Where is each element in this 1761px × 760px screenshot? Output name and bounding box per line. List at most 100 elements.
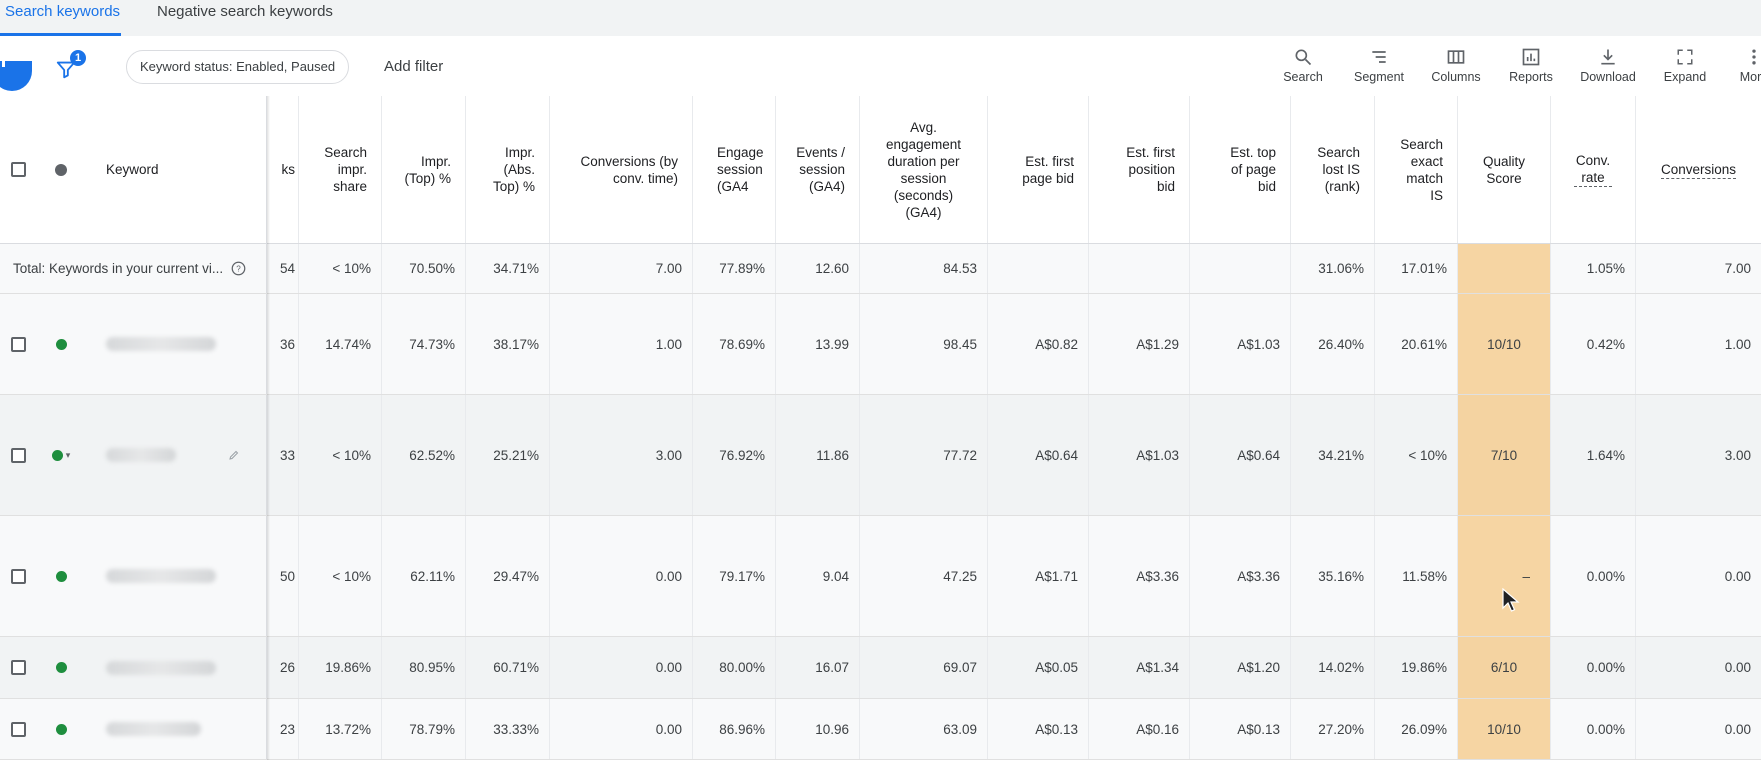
total-est-first-position-bid <box>1089 244 1190 293</box>
columns-tool-button[interactable]: Columns <box>1416 44 1496 84</box>
reports-icon <box>1522 48 1540 66</box>
status-dropdown-icon[interactable]: ▾ <box>65 449 71 460</box>
row-status[interactable] <box>36 516 86 636</box>
row-impr-top: 74.73% <box>382 294 466 394</box>
tab-bar: Search keywords Negative search keywords <box>0 0 1761 36</box>
row-checkbox[interactable] <box>10 660 26 675</box>
row-avg-engagement: 69.07 <box>860 637 988 698</box>
svg-text:?: ? <box>236 265 241 274</box>
table-row[interactable]: 50 < 10% 62.11% 29.47% 0.00 79.17% 9.04 … <box>0 516 1761 637</box>
header-est-first-position-bid[interactable]: Est. first position bid <box>1089 96 1190 243</box>
row-checkbox-cell[interactable] <box>0 699 36 759</box>
row-keyword[interactable] <box>86 395 267 515</box>
row-keyword[interactable] <box>86 516 267 636</box>
tab-search-keywords[interactable]: Search keywords <box>0 0 121 36</box>
row-checkbox[interactable] <box>10 336 26 352</box>
select-all-checkbox[interactable] <box>10 162 26 177</box>
table-row[interactable]: 36 14.74% 74.73% 38.17% 1.00 78.69% 13.9… <box>0 294 1761 395</box>
status-header[interactable] <box>36 96 86 243</box>
header-est-top-of-page-bid[interactable]: Est. top of page bid <box>1190 96 1291 243</box>
header-est-first-position-bid-label: Est. first position bid <box>1126 145 1175 194</box>
row-search-impr-share: < 10% <box>299 395 382 515</box>
header-impr-top[interactable]: Impr. (Top) % <box>382 96 466 243</box>
row-checkbox-cell[interactable] <box>0 294 36 394</box>
header-search-lost-is-rank[interactable]: Search lost IS (rank) <box>1291 96 1375 243</box>
header-avg-engagement[interactable]: Avg. engagement duration per session (se… <box>860 96 988 243</box>
row-checkbox[interactable] <box>10 721 26 737</box>
row-est-first-position-bid: A$3.36 <box>1089 516 1190 636</box>
header-conv-rate[interactable]: Conv. rate <box>1551 96 1636 243</box>
row-conversions: 1.00 <box>1724 336 1751 352</box>
total-label-cell: Total: Keywords in your current vi... ? <box>0 244 267 293</box>
total-search-lost-is-rank: 31.06% <box>1291 244 1375 293</box>
row-avg-engagement: 98.45 <box>860 294 988 394</box>
reports-tool-button[interactable]: Reports <box>1491 44 1571 84</box>
header-search-exact-match-is[interactable]: Search exact match IS <box>1375 96 1458 243</box>
header-conversions-conv-time[interactable]: Conversions (by conv. time) <box>550 96 693 243</box>
total-avg-engagement: 84.53 <box>860 244 988 293</box>
row-search-lost-is-rank: 27.20% <box>1291 699 1375 759</box>
help-icon[interactable]: ? <box>231 261 246 276</box>
row-checkbox-cell[interactable] <box>0 516 36 636</box>
select-all-checkbox-cell[interactable] <box>0 96 36 243</box>
enabled-status-icon <box>55 338 67 350</box>
row-status[interactable]: ▾ <box>36 395 86 515</box>
row-impr-abs-top: 60.71% <box>466 637 550 698</box>
row-checkbox-cell[interactable] <box>0 395 36 515</box>
download-tool-button[interactable]: Download <box>1568 44 1648 84</box>
row-keyword[interactable] <box>86 637 267 698</box>
row-quality-score: 6/10 <box>1458 637 1551 698</box>
row-impr-abs-top: 38.17% <box>466 294 550 394</box>
filter-chip-keyword-status[interactable]: Keyword status: Enabled, Paused <box>126 50 350 84</box>
row-est-first-position-bid: A$1.29 <box>1089 294 1190 394</box>
row-keyword[interactable] <box>86 699 267 759</box>
table-row[interactable]: 23 13.72% 78.79% 33.33% 0.00 86.96% 10.9… <box>0 699 1761 760</box>
edit-pencil-icon[interactable] <box>228 449 240 461</box>
total-impr-abs-top: 34.71% <box>466 244 550 293</box>
row-est-top-of-page-bid: A$1.03 <box>1190 294 1291 394</box>
row-checkbox[interactable] <box>10 568 26 584</box>
header-est-first-page-bid[interactable]: Est. first page bid <box>988 96 1089 243</box>
row-est-first-position-bid: A$1.34 <box>1089 637 1190 698</box>
header-keyword[interactable]: Keyword <box>86 96 267 243</box>
table-row[interactable]: ▾ 33 < 10% 62.52% 25.21% 3.00 76.92% 11.… <box>0 395 1761 516</box>
expand-tool-button[interactable]: Expand <box>1645 44 1725 84</box>
header-conversions[interactable]: Conversions <box>1636 96 1761 243</box>
search-icon <box>1295 49 1312 66</box>
row-est-first-position-bid: A$0.16 <box>1089 699 1190 759</box>
row-search-exact-match-is: 20.61% <box>1375 294 1458 394</box>
row-avg-engagement: 47.25 <box>860 516 988 636</box>
header-engaged-sessions[interactable]: Engage session (GA4 <box>693 96 776 243</box>
row-conv-rate: 1.64% <box>1551 395 1636 515</box>
row-impr-abs-top: 25.21% <box>466 395 550 515</box>
row-conversions-conv-time: 0.00 <box>550 637 693 698</box>
more-tool-button[interactable]: More <box>1714 44 1761 84</box>
mouse-cursor-icon <box>1502 588 1520 612</box>
row-status[interactable] <box>36 294 86 394</box>
row-impr-abs-top: 33.33% <box>466 699 550 759</box>
segment-tool-button[interactable]: Segment <box>1339 44 1419 84</box>
row-search-lost-is-rank: 14.02% <box>1291 637 1375 698</box>
header-quality-score[interactable]: Quality Score <box>1458 96 1551 243</box>
add-filter-button[interactable]: Add filter <box>384 58 444 75</box>
header-events-per-session[interactable]: Events / session (GA4) <box>776 96 860 243</box>
search-tool-button[interactable]: Search <box>1263 44 1343 84</box>
row-checkbox[interactable] <box>10 447 26 463</box>
header-clicks[interactable]: ks <box>267 96 299 243</box>
create-button[interactable] <box>0 61 32 91</box>
header-impr-abs-top[interactable]: Impr. (Abs. Top) % <box>466 96 550 243</box>
row-quality-score: 10/10 <box>1458 294 1551 394</box>
header-search-impr-share[interactable]: Search impr. share <box>299 96 382 243</box>
filter-button[interactable]: 1 <box>55 50 89 80</box>
row-checkbox-cell[interactable] <box>0 637 36 698</box>
total-search-exact-match-is: 17.01% <box>1375 244 1458 293</box>
row-status[interactable] <box>36 637 86 698</box>
columns-tool-label: Columns <box>1431 70 1481 84</box>
total-quality-score <box>1458 244 1551 293</box>
row-search-impr-share: 19.86% <box>299 637 382 698</box>
tab-negative-search-keywords[interactable]: Negative search keywords <box>157 3 333 20</box>
row-keyword[interactable] <box>86 294 267 394</box>
row-status[interactable] <box>36 699 86 759</box>
row-engaged-sessions: 79.17% <box>693 516 776 636</box>
table-row[interactable]: 26 19.86% 80.95% 60.71% 0.00 80.00% 16.0… <box>0 637 1761 699</box>
